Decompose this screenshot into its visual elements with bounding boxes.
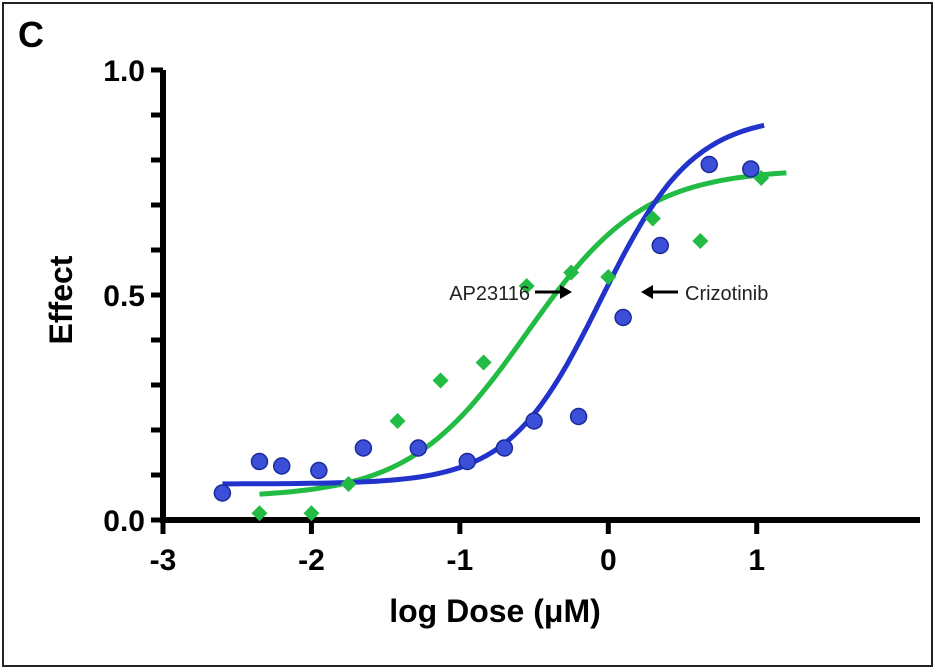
data-point [692, 233, 709, 249]
data-points [213, 155, 770, 522]
data-point [409, 439, 428, 457]
fit-curves [222, 122, 787, 497]
data-point [475, 354, 492, 371]
data-point [525, 412, 543, 430]
data-point [303, 505, 320, 522]
x-tick-label: 0 [600, 544, 617, 577]
panel-letter: C [18, 14, 44, 55]
data-point [340, 476, 357, 492]
data-point [272, 457, 291, 475]
data-point [563, 264, 580, 281]
data-point [700, 155, 718, 174]
data-point [651, 236, 669, 255]
fit-curve-ap23116 [259, 170, 787, 497]
y-tick-label: 0.0 [103, 505, 145, 538]
x-tick-label: -2 [298, 544, 325, 577]
x-tick-label: 1 [748, 544, 765, 577]
fit-curve-crizotinib [222, 122, 765, 487]
x-axis-title: log Dose (μM) [389, 593, 601, 629]
annotations: AP23116 Crizotinib [449, 283, 768, 305]
data-point [458, 452, 477, 471]
data-point [600, 269, 617, 285]
y-axis-title: Effect [43, 255, 79, 344]
arrow-head-icon [641, 285, 653, 299]
data-point [251, 505, 268, 522]
annotation-label: Crizotinib [685, 283, 768, 305]
data-point [518, 278, 535, 294]
data-point [310, 461, 328, 480]
y-tick-label: 1.0 [103, 55, 145, 88]
data-point [250, 452, 269, 471]
data-point [614, 308, 632, 327]
axes: 0.0 0.5 1.0 -3 -2 -1 0 1 [103, 55, 920, 577]
data-point [389, 413, 406, 429]
data-point [432, 372, 449, 389]
arrow-head-icon [560, 285, 572, 299]
data-point [742, 160, 760, 178]
data-point [213, 484, 232, 502]
x-tick-label: -1 [447, 544, 474, 577]
data-point [495, 439, 514, 457]
data-point [644, 210, 661, 227]
data-point [354, 439, 373, 457]
x-tick-label: -3 [150, 544, 177, 577]
data-point [569, 407, 588, 426]
y-tick-label: 0.5 [103, 280, 145, 313]
annotation-label: AP23116 [449, 283, 530, 305]
